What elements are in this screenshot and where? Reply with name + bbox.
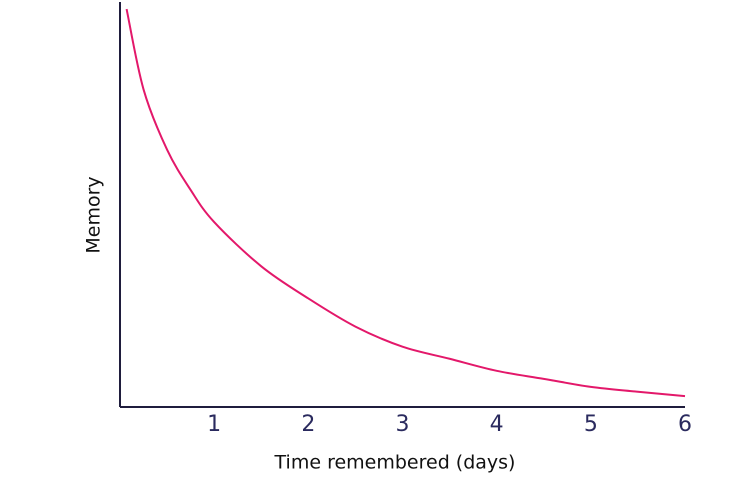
- memory-curve: [125, 8, 686, 398]
- x-tick-label: 5: [584, 412, 598, 437]
- x-tick-label: 2: [301, 412, 315, 437]
- x-tick-label: 3: [396, 412, 410, 437]
- x-tick-label: 6: [678, 412, 692, 437]
- x-tick-label: 1: [207, 412, 221, 437]
- x-axis-label: Time remembered (days): [274, 452, 516, 474]
- y-axis-label: Memory: [83, 176, 105, 253]
- x-tick-label: 4: [490, 412, 504, 437]
